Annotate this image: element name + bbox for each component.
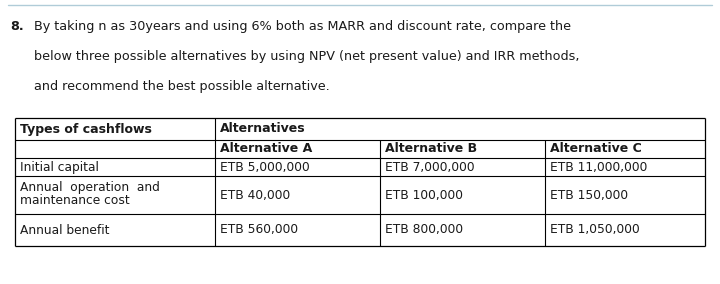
Text: Annual  operation  and: Annual operation and [20,181,160,193]
Text: Initial capital: Initial capital [20,160,99,174]
Text: By taking n as 30years and using 6% both as MARR and discount rate, compare the: By taking n as 30years and using 6% both… [34,20,571,33]
Text: ETB 7,000,000: ETB 7,000,000 [385,160,474,174]
Text: below three possible alternatives by using NPV (net present value) and IRR metho: below three possible alternatives by usi… [34,50,580,63]
Text: Alternative B: Alternative B [385,143,477,156]
Text: and recommend the best possible alternative.: and recommend the best possible alternat… [34,80,330,93]
Text: ETB 800,000: ETB 800,000 [385,224,463,237]
Text: maintenance cost: maintenance cost [20,193,130,206]
Text: Types of cashflows: Types of cashflows [20,122,152,135]
Text: ETB 100,000: ETB 100,000 [385,189,463,202]
Text: Alternative C: Alternative C [550,143,642,156]
Text: ETB 5,000,000: ETB 5,000,000 [220,160,310,174]
Text: 8.: 8. [10,20,24,33]
Text: Alternative A: Alternative A [220,143,312,156]
Text: ETB 11,000,000: ETB 11,000,000 [550,160,647,174]
Text: ETB 1,050,000: ETB 1,050,000 [550,224,640,237]
Text: ETB 40,000: ETB 40,000 [220,189,290,202]
Text: ETB 560,000: ETB 560,000 [220,224,298,237]
Text: Annual benefit: Annual benefit [20,224,109,237]
Text: ETB 150,000: ETB 150,000 [550,189,628,202]
Text: Alternatives: Alternatives [220,122,305,135]
